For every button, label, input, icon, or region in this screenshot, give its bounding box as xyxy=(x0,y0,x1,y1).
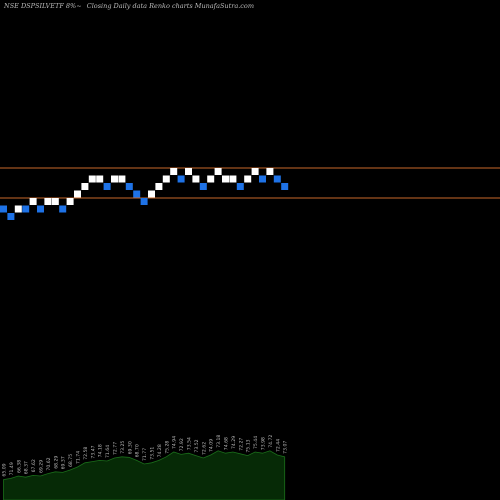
volume-label-7: 70.62 xyxy=(46,457,52,470)
volume-label-14: 74.18 xyxy=(98,444,104,457)
volume-label-2: 71.49 xyxy=(9,462,15,475)
renko-brick-21 xyxy=(148,190,155,198)
renko-brick-16 xyxy=(111,175,118,183)
renko-brick-32 xyxy=(229,175,237,183)
volume-label-25: 72.92 xyxy=(179,438,185,451)
renko-brick-26 xyxy=(185,168,192,175)
volume-label-15: 71.64 xyxy=(105,445,111,458)
volume-label-35: 75.44 xyxy=(253,436,259,449)
renko-brick-34 xyxy=(244,175,252,183)
volume-label-26: 73.54 xyxy=(187,437,193,450)
volume-label-11: 71.74 xyxy=(76,451,82,464)
volume-label-1: 65.09 xyxy=(2,463,8,476)
renko-brick-7 xyxy=(44,198,52,205)
volume-label-33: 72.27 xyxy=(238,438,244,451)
volume-label-17: 73.25 xyxy=(120,441,126,454)
volume-label-22: 74.28 xyxy=(157,444,163,457)
renko-brick-31 xyxy=(222,175,229,183)
renko-brick-35 xyxy=(251,168,259,175)
renko-brick-4 xyxy=(22,205,30,213)
volume-label-13: 73.47 xyxy=(90,445,96,458)
volume-label-30: 73.18 xyxy=(216,435,222,448)
volume-label-10: 68.75 xyxy=(68,454,74,467)
volume-label-8: 68.29 xyxy=(53,456,59,469)
renko-brick-9 xyxy=(59,205,67,213)
volume-label-23: 75.28 xyxy=(164,441,170,454)
renko-brick-2 xyxy=(7,213,15,220)
volume-label-36: 73.98 xyxy=(261,437,267,450)
renko-brick-5 xyxy=(29,198,37,205)
volume-label-28: 72.62 xyxy=(201,442,207,455)
volume-label-32: 74.29 xyxy=(231,436,237,449)
renko-brick-33 xyxy=(236,183,244,190)
renko-brick-30 xyxy=(214,168,222,175)
renko-brick-39 xyxy=(281,183,289,190)
renko-brick-20 xyxy=(140,198,148,205)
volume-label-37: 74.72 xyxy=(268,435,274,448)
volume-label-6: 69.29 xyxy=(39,460,45,473)
renko-brick-24 xyxy=(170,168,178,175)
renko-brick-25 xyxy=(177,175,185,183)
renko-brick-12 xyxy=(81,183,89,190)
chart-header: NSE DSPSILVETF 8%~ Closing Daily data Re… xyxy=(4,2,257,10)
renko-brick-38 xyxy=(273,175,281,183)
renko-brick-14 xyxy=(96,175,104,183)
renko-brick-6 xyxy=(37,205,44,213)
renko-brick-1 xyxy=(0,205,7,213)
renko-brick-3 xyxy=(14,205,22,213)
volume-area xyxy=(3,450,286,500)
volume-label-19: 68.70 xyxy=(135,444,141,457)
volume-label-21: 73.51 xyxy=(150,447,156,460)
symbol-label: NSE DSPSILVETF 8%~ xyxy=(4,2,82,10)
renko-brick-17 xyxy=(118,175,126,183)
volume-label-39: 73.07 xyxy=(283,441,289,454)
renko-brick-19 xyxy=(133,190,141,198)
renko-brick-23 xyxy=(162,175,170,183)
volume-label-27: 73.52 xyxy=(194,439,200,452)
renko-brick-37 xyxy=(266,168,274,175)
renko-brick-13 xyxy=(88,175,96,183)
volume-label-12: 72.58 xyxy=(83,447,89,460)
volume-label-4: 68.37 xyxy=(24,461,30,474)
renko-brick-18 xyxy=(125,183,133,190)
renko-brick-28 xyxy=(199,183,207,190)
renko-brick-10 xyxy=(66,198,74,205)
volume-label-38: 72.44 xyxy=(275,439,281,452)
volume-label-5: 67.62 xyxy=(31,459,37,472)
volume-label-31: 74.68 xyxy=(224,437,230,450)
volume-label-29: 74.09 xyxy=(209,439,215,452)
volume-label-20: 71.77 xyxy=(142,448,148,461)
renko-brick-15 xyxy=(103,183,111,190)
renko-brick-11 xyxy=(74,190,81,198)
renko-brick-36 xyxy=(259,175,266,183)
volume-label-34: 75.13 xyxy=(246,439,252,452)
renko-brick-29 xyxy=(207,175,215,183)
volume-label-3: 66.38 xyxy=(16,460,22,473)
chart-description: Closing Daily data Renko charts MunafaSu… xyxy=(86,2,254,10)
renko-brick-27 xyxy=(192,175,200,183)
volume-label-16: 72.77 xyxy=(113,442,119,455)
renko-brick-22 xyxy=(155,183,163,190)
renko-brick-8 xyxy=(51,198,59,205)
volume-label-9: 69.37 xyxy=(61,456,67,469)
volume-label-18: 69.30 xyxy=(127,441,133,454)
volume-label-24: 74.94 xyxy=(172,436,178,449)
